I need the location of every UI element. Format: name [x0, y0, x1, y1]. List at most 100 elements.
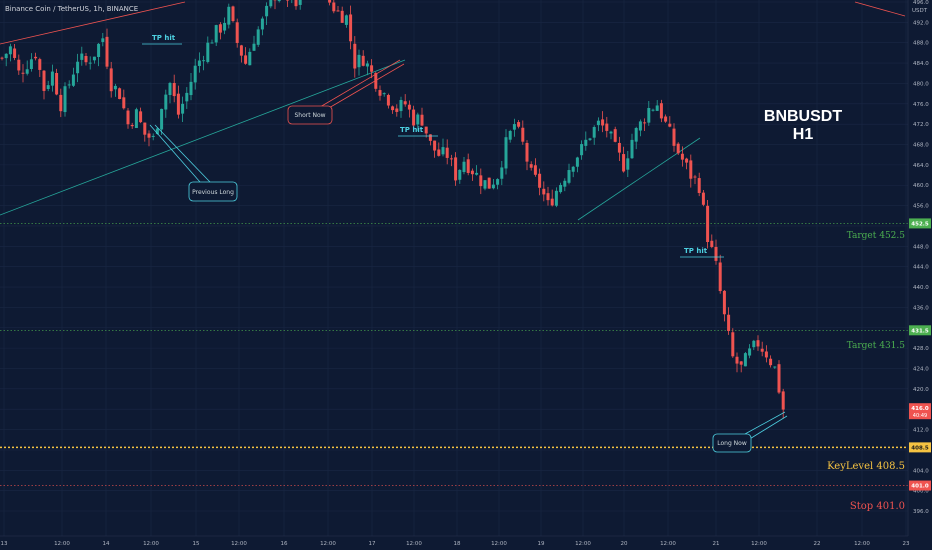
- candle-body: [361, 55, 365, 66]
- candle-body: [596, 120, 600, 126]
- candle-body: [412, 109, 416, 126]
- candle-body: [521, 127, 525, 142]
- price-tick-label: 472.0: [913, 122, 929, 128]
- time-tick-label: 12:00: [320, 541, 336, 547]
- price-tick-label: 420.0: [913, 387, 929, 393]
- candle-body: [706, 205, 710, 243]
- candle-body: [344, 15, 348, 25]
- candle-body: [735, 356, 739, 364]
- candles: [0, 0, 785, 419]
- candle-body: [349, 14, 353, 42]
- candle-body: [46, 85, 50, 89]
- candle-body: [651, 109, 655, 111]
- candle-body: [151, 135, 155, 137]
- candle-body: [269, 0, 273, 7]
- candle-body: [756, 340, 760, 347]
- candle-body: [97, 43, 101, 57]
- time-tick-label: 18: [454, 541, 461, 547]
- candle-body: [197, 60, 201, 66]
- time-tick-label: 21: [713, 541, 720, 547]
- candle-body: [454, 157, 458, 181]
- candle-body: [731, 332, 735, 357]
- candle-body: [370, 65, 374, 72]
- tp-hit-label: TP hit: [684, 247, 708, 255]
- candle-body: [277, 0, 281, 2]
- price-level-badge: [909, 218, 931, 229]
- candle-body: [525, 142, 529, 162]
- candle-body: [332, 2, 336, 12]
- candle-body: [227, 6, 231, 25]
- candle-body: [630, 139, 634, 159]
- price-tick-label: 464.0: [913, 163, 929, 169]
- time-tick-label: 12:00: [231, 541, 247, 547]
- price-tick-label: 400.0: [913, 489, 929, 495]
- candle-body: [147, 133, 151, 138]
- candle-body: [701, 192, 705, 205]
- candle-body: [231, 6, 235, 22]
- candle-body: [487, 177, 491, 189]
- candle-body: [109, 68, 113, 92]
- candle-body: [546, 193, 550, 201]
- candle-body: [638, 121, 642, 131]
- candle-body: [134, 109, 138, 129]
- candle-body: [168, 82, 172, 96]
- candle-body: [55, 72, 59, 95]
- candle-body: [298, 0, 302, 5]
- candle-body: [105, 36, 109, 67]
- candle-body: [286, 0, 290, 1]
- candle-body: [575, 157, 579, 167]
- candle-body: [0, 57, 4, 59]
- candle-body: [542, 188, 546, 195]
- price-level-badge: [909, 480, 931, 491]
- time-tick-label: 15: [193, 541, 200, 547]
- short-now-callout: [287, 105, 333, 125]
- candle-body: [508, 131, 512, 140]
- candle-body: [571, 166, 575, 172]
- candle-body: [416, 114, 420, 125]
- candle-body: [399, 99, 403, 112]
- candle-body: [626, 158, 630, 170]
- candle-body: [722, 290, 726, 315]
- price-axis[interactable]: USDT 496.0 492.0 488.0 484.0 480.0 476.0 472.0…: [907, 0, 932, 550]
- last-price-countdown: 40:49: [913, 413, 927, 419]
- last-price-value: 416.0: [911, 406, 929, 412]
- candle-body: [512, 124, 516, 130]
- price-level-badge-value: 408.5: [911, 445, 929, 451]
- time-tick-label: 12:00: [406, 541, 422, 547]
- previous-long-callout: [188, 181, 238, 202]
- candle-body: [718, 262, 722, 292]
- candle-body: [193, 65, 197, 83]
- candle-body: [92, 56, 96, 61]
- candle-body: [727, 314, 731, 332]
- candle-body: [139, 111, 143, 123]
- time-axis[interactable]: 13 12:00 14 12:00 15 12:00 16 12:00 17 12:00 18 12:…: [0, 535, 910, 547]
- candle-body: [172, 82, 176, 97]
- candle-body: [563, 180, 567, 187]
- price-tick-label: 468.0: [913, 143, 929, 149]
- candle-body: [42, 70, 46, 91]
- candle-body: [580, 144, 584, 156]
- time-tick-label: 12:00: [143, 541, 159, 547]
- annotations: TP hit TP hit TP hit Previous Long Short…: [142, 34, 788, 453]
- candle-body: [336, 10, 340, 12]
- candle-body: [634, 128, 638, 142]
- candle-body: [214, 25, 218, 43]
- candle-body: [685, 158, 689, 163]
- candle-body: [773, 366, 777, 368]
- candle-body: [395, 108, 399, 112]
- candle-body: [554, 190, 558, 206]
- candle-body: [697, 178, 701, 193]
- candle-body: [676, 143, 680, 154]
- candle-body: [34, 56, 38, 59]
- candle-body: [605, 123, 609, 131]
- candle-body: [659, 103, 663, 119]
- candle-body: [353, 43, 357, 69]
- candle-body: [743, 353, 747, 367]
- candle-body: [441, 147, 445, 155]
- candle-body: [601, 119, 605, 126]
- candle-body: [748, 348, 752, 356]
- candle-body: [462, 161, 466, 173]
- candle-body: [470, 170, 474, 175]
- price-tick-label: 484.0: [913, 61, 929, 67]
